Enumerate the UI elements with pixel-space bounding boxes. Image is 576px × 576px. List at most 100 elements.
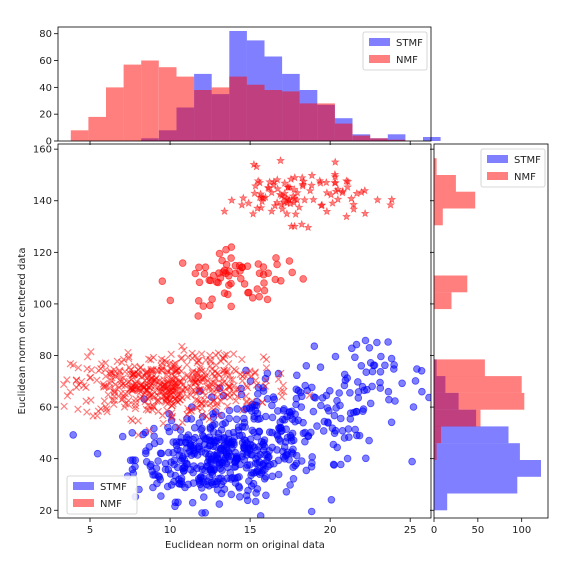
- stmf-point: [233, 405, 242, 413]
- nmf-point-x: [208, 365, 216, 373]
- stmf-point: [242, 463, 251, 472]
- nmf-point-star: [253, 176, 263, 185]
- x-tick-label: 15: [244, 525, 257, 536]
- nmf-point-x: [131, 402, 140, 410]
- stmf-point: [177, 433, 186, 442]
- stmf-point: [183, 449, 192, 458]
- nmf-point-star: [343, 182, 353, 191]
- stmf-point: [170, 477, 178, 486]
- stmf-point: [198, 509, 206, 517]
- stmf-point: [227, 490, 236, 499]
- top-y-tick-label: 60: [39, 56, 52, 67]
- stmf-point: [384, 338, 392, 346]
- nmf-point-x: [167, 350, 175, 358]
- nmf-point-x: [161, 381, 169, 390]
- nmf-point-x: [226, 383, 234, 391]
- stmf-point: [365, 343, 374, 352]
- right-frame: [433, 143, 549, 519]
- stmf-point: [346, 388, 354, 397]
- nmf-point: [206, 301, 214, 310]
- stmf-point: [325, 386, 334, 395]
- main-legend-label: STMF: [100, 482, 127, 493]
- nmf-point-star: [360, 186, 370, 195]
- main-frame: [57, 143, 432, 519]
- nmf-point-x: [188, 369, 197, 377]
- top-histogram-axes: 0 20 40 60 80 STMF NMF: [39, 26, 441, 148]
- nmf-point-star: [257, 192, 267, 202]
- nmf-point-star: [297, 173, 307, 182]
- stmf-point: [336, 414, 345, 423]
- stmf-point: [389, 365, 398, 373]
- stmf-point: [297, 403, 306, 411]
- nmf-point-x: [193, 358, 201, 367]
- nmf-point-x: [63, 376, 71, 384]
- nmf-point-x: [174, 364, 183, 373]
- nmf-point-x: [103, 408, 111, 416]
- nmf-point: [201, 263, 210, 272]
- nmf-point-star: [292, 188, 302, 197]
- stmf-point: [330, 461, 338, 469]
- nmf-point-x: [262, 355, 271, 364]
- stmf-point: [268, 401, 276, 410]
- nmf-point-x: [168, 414, 176, 422]
- nmf-point-x: [192, 368, 200, 377]
- stmf-point: [418, 387, 426, 396]
- stmf-point: [301, 381, 310, 390]
- nmf-point: [225, 281, 233, 289]
- nmf-point-x: [104, 390, 112, 399]
- nmf-point-star: [264, 183, 274, 193]
- right-hist-bar-stmf: [434, 460, 541, 477]
- nmf-point-star: [220, 206, 229, 216]
- stmf-point: [170, 456, 179, 465]
- nmf-point-x: [105, 384, 114, 392]
- nmf-point: [215, 269, 223, 277]
- nmf-point-x: [101, 359, 110, 367]
- stmf-point: [317, 401, 325, 410]
- nmf-point-x: [277, 369, 285, 378]
- y-tick-label: 100: [33, 299, 52, 310]
- nmf-point-x: [95, 366, 103, 375]
- nmf-point-star: [338, 186, 348, 195]
- nmf-point-x: [207, 358, 215, 366]
- nmf-point: [178, 259, 187, 267]
- stmf-point: [398, 379, 406, 388]
- x-tick-label: 10: [164, 525, 177, 536]
- top-legend-swatch: [369, 38, 390, 46]
- nmf-point-x: [262, 364, 271, 372]
- top-hist-bar-nmf: [106, 87, 124, 141]
- nmf-point-x: [66, 360, 75, 368]
- stmf-point: [240, 436, 249, 444]
- stmf-point: [209, 421, 217, 430]
- right-legend-swatch: [487, 172, 508, 180]
- nmf-point-x: [154, 391, 162, 400]
- top-hist-bar-nmf: [141, 60, 159, 141]
- stmf-point: [359, 407, 367, 416]
- nmf-point-x: [233, 392, 242, 401]
- nmf-point-x: [157, 355, 166, 364]
- nmf-point-x: [45, 366, 52, 373]
- stmf-point: [335, 389, 344, 397]
- nmf-point-x: [238, 355, 246, 364]
- nmf-point-x: [228, 376, 237, 384]
- nmf-point-x: [110, 365, 118, 374]
- stmf-point: [235, 431, 244, 440]
- stmf-point: [142, 447, 150, 455]
- nmf-point-star: [292, 195, 302, 204]
- nmf-point: [288, 268, 297, 277]
- nmf-point-x: [121, 367, 129, 376]
- main-legend-swatch: [73, 499, 94, 507]
- nmf-point: [237, 274, 245, 283]
- top-hist-bar-nmf: [387, 139, 406, 141]
- nmf-point-x: [230, 382, 238, 390]
- x-tick-label: 20: [324, 525, 337, 536]
- nmf-point-x: [251, 369, 259, 377]
- stmf-point: [381, 361, 389, 370]
- nmf-point-x: [110, 386, 118, 394]
- nmf-point-star: [248, 209, 258, 218]
- stmf-point: [217, 444, 226, 453]
- nmf-point-star: [256, 203, 266, 212]
- nmf-point: [263, 295, 272, 304]
- nmf-point-x: [97, 405, 105, 413]
- nmf-point-star: [294, 202, 304, 212]
- nmf-point-x: [102, 372, 110, 380]
